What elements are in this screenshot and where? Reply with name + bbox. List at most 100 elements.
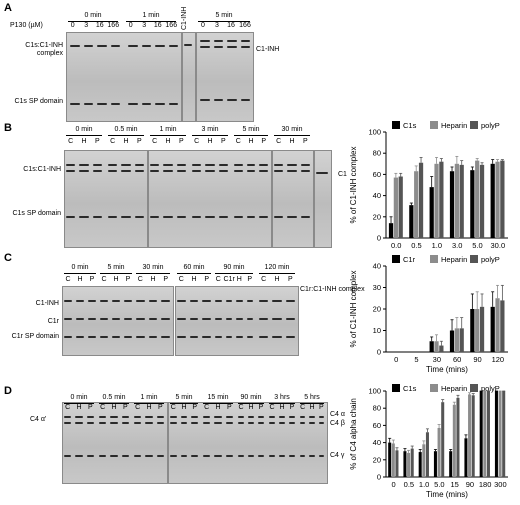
bar-polyp [439, 161, 444, 238]
a-g2-time-label: 5 min [215, 12, 233, 19]
a-g2-lane-label: 16 [227, 22, 235, 29]
gel-band [300, 216, 310, 218]
a-g2-time-underline [198, 21, 250, 22]
d-g2-lane-label: C [135, 404, 141, 411]
d-g4-time-underline [203, 403, 233, 404]
gel-band [258, 455, 264, 457]
b-g4-lane-label: P [261, 138, 266, 145]
b-g2-lane-label: P [178, 138, 184, 145]
gel-band [163, 170, 173, 172]
gel-band [145, 416, 153, 418]
gel-band [227, 46, 237, 48]
a-g0-lane-label: 3 [84, 22, 89, 29]
gel-band [248, 422, 254, 424]
gel-band [287, 164, 297, 166]
legend-swatch [430, 121, 438, 129]
gel-band [66, 216, 76, 218]
bar-polyp [410, 448, 414, 477]
y-tick-label: 0 [377, 473, 381, 482]
bar-heparin [391, 443, 395, 477]
a-control-lane-label: C1-INH [181, 6, 188, 30]
d-g7-time-label: 5 hrs [304, 394, 320, 401]
gel-b-control [314, 150, 332, 248]
gel-band [309, 416, 315, 418]
d-g2-time-label: 1 min [140, 394, 158, 401]
d-g6-lane-label: P [289, 404, 295, 411]
gel-band [180, 455, 188, 457]
legend-label: C1s [403, 384, 417, 393]
gel-band [289, 422, 295, 424]
a-g0-time-label: 0 min [84, 12, 102, 19]
d-g7-lane-label: C [300, 404, 306, 411]
gel-band [259, 300, 269, 302]
gel-band [176, 216, 186, 218]
gel-band [161, 318, 170, 320]
x-tick-label: 0.0 [391, 241, 401, 250]
gel-band [97, 45, 107, 47]
gel-band [155, 103, 165, 105]
c-g0-lane-label: C [65, 276, 71, 283]
b-g1-lane-label: H [123, 138, 129, 145]
gel-band [225, 422, 233, 424]
bar-heparin [393, 177, 398, 238]
gel-band [189, 336, 199, 338]
b-g1-time-label: 0.5 min [114, 126, 138, 133]
c-g4-time-label: 90 min [223, 264, 245, 271]
gel-band [218, 216, 228, 218]
bar-heparin [414, 171, 419, 238]
gel-band [134, 416, 142, 418]
a-g2-lane-label: 0 [201, 22, 205, 29]
y-tick-label: 10 [373, 326, 381, 335]
label-c1inh-right: C1-INH [256, 46, 280, 53]
gel-band [234, 164, 243, 166]
gel-band [191, 416, 198, 418]
gel-band [177, 318, 186, 320]
gel-band [108, 216, 118, 218]
d-g3-time-label: 5 min [175, 394, 193, 401]
bar-polyp [456, 397, 460, 477]
d-g4-time-label: 15 min [207, 394, 229, 401]
gel-band [246, 300, 253, 302]
bar-polyp [439, 345, 444, 352]
b-g1-lane-label: P [136, 138, 142, 145]
d-g1-lane-label: C [100, 404, 106, 411]
gel-band [225, 318, 232, 320]
gel-band [300, 422, 306, 424]
x-tick-label: 5.0 [434, 480, 444, 489]
gel-band [177, 336, 186, 338]
bar-heparin [468, 394, 472, 477]
bar-c1r [449, 330, 455, 352]
chart-d: C1s Heparin polyP 0 20 40 60 80 100 % of C4 alpha… [349, 384, 508, 499]
gel-band [205, 216, 215, 218]
bar-c1s [470, 170, 475, 238]
gel-band [145, 455, 153, 457]
gel-band [205, 170, 215, 172]
b-g5-time-underline [274, 135, 310, 136]
d-g0-time-label: 0 min [70, 394, 88, 401]
gel-band [79, 216, 89, 218]
gel-band [161, 300, 170, 302]
c-g2-lane-label: P [163, 276, 168, 283]
bar-c1s [494, 391, 498, 477]
gel-band [100, 300, 108, 302]
gel-band [145, 422, 153, 424]
y-tick-label: 30 [373, 283, 381, 292]
gel-band [83, 45, 93, 47]
c-g2-lane-label: H [150, 276, 156, 283]
b-g0-lane-label: C [68, 138, 74, 145]
a-g2-lane-label: 3 [215, 22, 219, 29]
gel-band [225, 455, 233, 457]
y-tick-label: 40 [373, 438, 381, 447]
gel-band [240, 46, 250, 48]
gel-band [170, 455, 177, 457]
bar-polyp [500, 160, 505, 238]
legend-label: Heparin [441, 384, 467, 393]
gel-c-1 [62, 286, 174, 356]
gel-band [141, 103, 151, 105]
gel-band [272, 300, 282, 302]
gel-band [76, 300, 84, 302]
gel-band [309, 422, 315, 424]
gel-band [64, 455, 72, 457]
gel-band [76, 318, 84, 320]
gel-band [191, 422, 198, 424]
